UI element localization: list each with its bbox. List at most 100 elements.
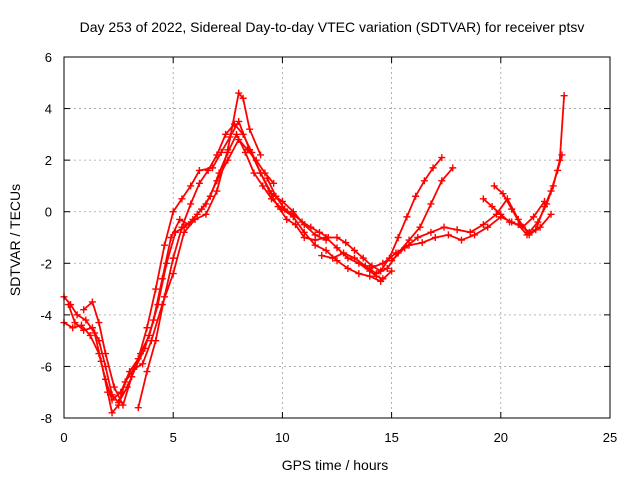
- data-point: [427, 228, 435, 236]
- x-tick-label: 0: [60, 430, 67, 445]
- data-point: [82, 316, 90, 324]
- data-point: [547, 187, 555, 195]
- data-point: [265, 187, 273, 195]
- data-point: [438, 154, 446, 162]
- data-point: [239, 130, 247, 138]
- series-track-11: [479, 151, 566, 239]
- data-point: [233, 130, 241, 138]
- data-point: [490, 182, 498, 190]
- data-point: [248, 148, 256, 156]
- x-tick-label: 5: [170, 430, 177, 445]
- data-point: [514, 221, 522, 229]
- data-point: [224, 148, 232, 156]
- data-point: [379, 275, 387, 283]
- data-point: [117, 388, 125, 396]
- y-tick-label: 4: [45, 102, 52, 117]
- data-point: [108, 409, 116, 417]
- data-point: [444, 231, 452, 239]
- data-point: [416, 223, 424, 231]
- data-point: [440, 223, 448, 231]
- x-tick-label: 10: [275, 430, 289, 445]
- data-point: [383, 264, 391, 272]
- data-point: [134, 404, 142, 412]
- series-track-8: [366, 197, 548, 272]
- data-point: [532, 226, 540, 234]
- data-point: [506, 218, 514, 226]
- data-point: [403, 213, 411, 221]
- data-point: [246, 125, 254, 133]
- data-point: [274, 203, 282, 211]
- data-point: [222, 130, 230, 138]
- data-point: [154, 301, 162, 309]
- x-tick-label: 15: [384, 430, 398, 445]
- data-point: [152, 337, 160, 345]
- data-point: [206, 192, 214, 200]
- data-point: [230, 120, 238, 128]
- data-point: [272, 192, 280, 200]
- data-point: [530, 213, 538, 221]
- data-point: [429, 164, 437, 172]
- data-point: [333, 234, 341, 241]
- data-point: [488, 203, 496, 211]
- data-point: [160, 293, 168, 301]
- data-point: [329, 254, 337, 262]
- data-point: [263, 174, 271, 182]
- data-point: [171, 228, 179, 236]
- data-point: [213, 151, 221, 159]
- plot-area: [60, 89, 568, 417]
- data-point: [241, 148, 249, 156]
- data-point: [453, 226, 461, 234]
- data-point: [558, 151, 566, 159]
- data-point: [95, 319, 103, 327]
- data-point: [128, 373, 136, 381]
- data-point: [412, 192, 420, 200]
- data-point: [257, 169, 265, 177]
- data-point: [359, 254, 367, 262]
- data-point: [344, 264, 352, 272]
- data-point: [342, 239, 350, 247]
- data-point: [438, 177, 446, 185]
- data-point: [178, 223, 186, 231]
- y-tick-label: -6: [40, 359, 52, 374]
- y-tick-label: 6: [45, 50, 52, 65]
- data-point: [108, 391, 116, 399]
- series-line: [83, 133, 393, 407]
- data-point: [145, 331, 153, 339]
- y-tick-label: 0: [45, 205, 52, 220]
- data-point: [333, 244, 341, 252]
- data-point: [80, 326, 88, 334]
- y-axis-label: SDTVAR / TECUs: [7, 184, 23, 296]
- y-tick-label: -8: [40, 411, 52, 426]
- data-point: [126, 368, 134, 376]
- data-point: [119, 401, 127, 409]
- data-point: [195, 166, 203, 174]
- data-point: [479, 195, 487, 203]
- data-point: [80, 306, 88, 314]
- data-point: [499, 190, 507, 198]
- series-track-6: [263, 154, 446, 275]
- data-point: [471, 231, 479, 239]
- data-point: [73, 311, 81, 319]
- data-point: [86, 331, 94, 339]
- data-point: [204, 166, 212, 174]
- data-point: [88, 324, 96, 332]
- data-point: [466, 228, 474, 236]
- data-point: [418, 239, 426, 247]
- x-axis-label: GPS time / hours: [282, 457, 389, 473]
- data-point: [366, 264, 374, 272]
- x-tick-label: 25: [603, 430, 617, 445]
- data-point: [64, 301, 72, 309]
- data-point: [169, 254, 177, 262]
- data-point: [372, 270, 380, 278]
- data-point: [143, 324, 151, 332]
- data-point: [484, 223, 492, 231]
- y-tick-label: 2: [45, 153, 52, 168]
- data-point: [235, 89, 243, 97]
- data-point: [307, 223, 315, 231]
- data-point: [449, 164, 457, 172]
- data-point: [136, 350, 144, 358]
- data-point: [560, 92, 568, 100]
- data-point: [361, 262, 369, 270]
- data-point: [270, 179, 278, 187]
